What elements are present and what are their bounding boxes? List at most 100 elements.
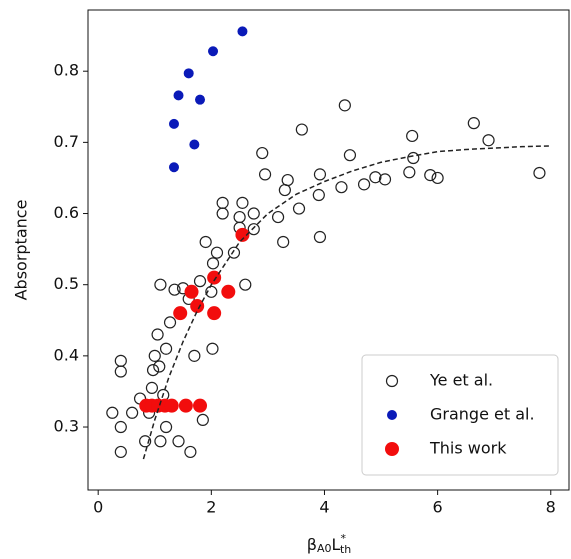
point (247, 207, 260, 220)
legend-marker (385, 374, 399, 388)
point (151, 328, 164, 341)
point (206, 342, 219, 355)
legend-label: This work (429, 439, 507, 458)
point (233, 210, 246, 224)
x-label-part: L (332, 535, 341, 554)
x-tick-label: 0 (93, 498, 103, 517)
y-axis-label: Absorptance (12, 200, 31, 301)
point (168, 162, 179, 173)
point (114, 365, 127, 378)
point (159, 420, 173, 434)
point (184, 445, 197, 459)
point (153, 360, 166, 373)
point (164, 398, 179, 413)
point (184, 284, 199, 299)
point (281, 173, 294, 187)
point (313, 230, 327, 244)
x-label-part: β (307, 535, 317, 554)
point (278, 183, 291, 197)
point (146, 363, 160, 377)
point (227, 246, 241, 259)
y-tick-label: 0.8 (54, 61, 79, 80)
point (139, 435, 152, 448)
point (406, 129, 419, 143)
point (343, 149, 357, 162)
point (216, 196, 229, 209)
point (207, 270, 222, 285)
point (106, 406, 119, 419)
point (178, 398, 193, 413)
point (206, 257, 220, 270)
plot-frame (87, 9, 570, 491)
point (189, 139, 200, 150)
point (205, 285, 218, 298)
point (183, 68, 194, 79)
point (482, 134, 495, 147)
x-label-part: A0 (317, 542, 332, 555)
x-tick-label: 2 (206, 498, 216, 517)
x-label-part: th (340, 543, 351, 556)
y-tick-label: 0.7 (54, 132, 79, 151)
point (237, 26, 248, 37)
x-tick-label: 6 (433, 498, 443, 517)
point (312, 188, 325, 202)
legend-marker (387, 410, 397, 420)
point (199, 235, 212, 249)
point (239, 278, 252, 291)
legend-box (361, 354, 559, 476)
x-tick-label: 4 (319, 498, 329, 517)
point (207, 306, 222, 321)
point (145, 381, 159, 394)
point (159, 342, 173, 355)
point (173, 306, 188, 321)
x-axis-label: βA0L* th (307, 532, 351, 556)
point (195, 94, 206, 105)
point (210, 246, 224, 259)
point (235, 227, 250, 242)
x-tick-label: 8 (546, 498, 556, 517)
y-tick-label: 0.5 (54, 274, 79, 293)
point (277, 235, 290, 249)
point (168, 118, 179, 129)
point (403, 166, 416, 179)
y-tick-label: 0.3 (54, 417, 79, 436)
point (188, 349, 201, 362)
point (172, 435, 185, 448)
point (154, 435, 167, 448)
point (247, 223, 260, 236)
point (114, 445, 127, 459)
point (338, 99, 351, 112)
point (378, 173, 392, 186)
point (357, 178, 371, 191)
point (467, 117, 480, 130)
point (292, 202, 306, 215)
point (258, 168, 272, 181)
point (114, 420, 127, 434)
point (173, 90, 184, 101)
point (193, 398, 208, 413)
point (126, 406, 139, 419)
point (533, 166, 546, 180)
point (196, 413, 209, 427)
point (190, 299, 205, 314)
point (313, 168, 327, 181)
point (193, 275, 207, 288)
point (256, 146, 269, 160)
fit-curve (142, 145, 551, 460)
point (236, 196, 249, 209)
point (114, 354, 127, 367)
point (431, 171, 444, 185)
point (407, 151, 420, 165)
point (216, 207, 229, 220)
legend-label: Grange et al. (430, 405, 535, 424)
point (295, 123, 308, 136)
point (168, 283, 181, 296)
point (335, 181, 348, 194)
point (154, 278, 167, 291)
point (271, 210, 285, 224)
x-label-part: * (340, 532, 346, 545)
y-tick-label: 0.4 (54, 345, 79, 364)
legend-marker (385, 442, 399, 456)
